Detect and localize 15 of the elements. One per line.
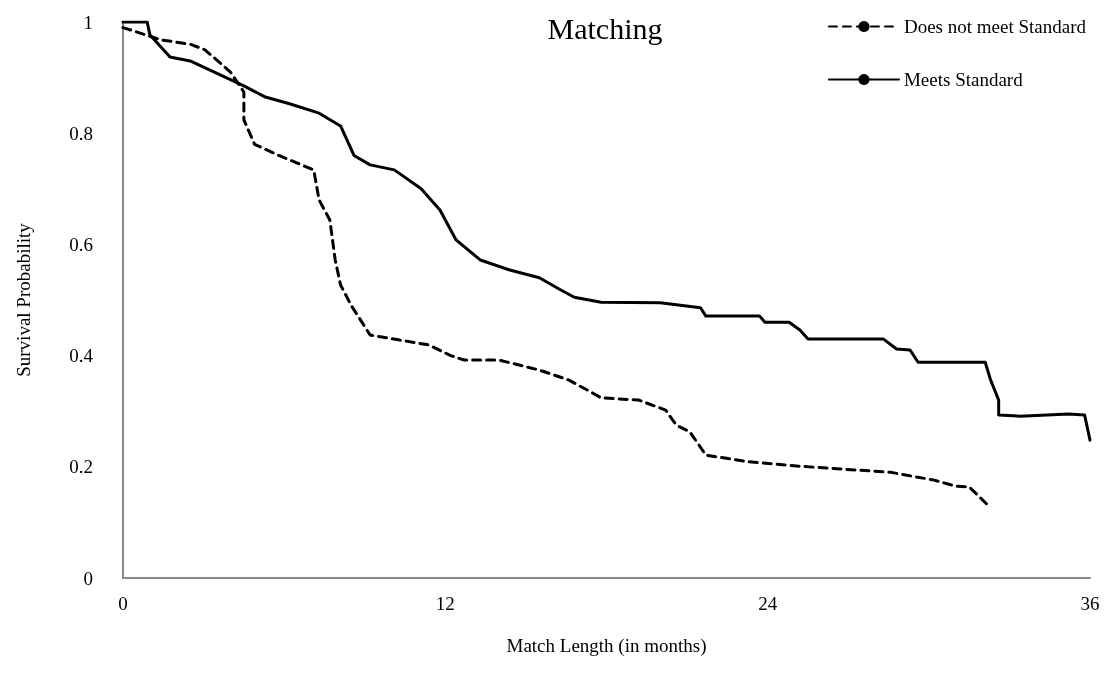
- y-axis-title: Survival Probability: [13, 222, 34, 377]
- y-tick-label: 0.6: [69, 233, 93, 255]
- y-tick-label: 0: [83, 567, 93, 589]
- x-tick-label: 24: [758, 593, 778, 614]
- y-tick-label: 1: [83, 11, 93, 33]
- legend-label: Meets Standard: [903, 69, 1024, 90]
- x-axis-title: Match Length (in months): [506, 635, 707, 657]
- x-tick-label: 36: [1080, 593, 1100, 614]
- chart-title: Matching: [547, 11, 663, 45]
- y-tick-label: 0.8: [69, 122, 93, 144]
- x-tick-label: 0: [118, 593, 128, 614]
- x-tick-label: 12: [435, 593, 455, 614]
- y-tick-label: 0.2: [69, 456, 93, 478]
- legend-label: Does not meet Standard: [903, 16, 1087, 37]
- y-tick-label: 0.4: [69, 345, 94, 367]
